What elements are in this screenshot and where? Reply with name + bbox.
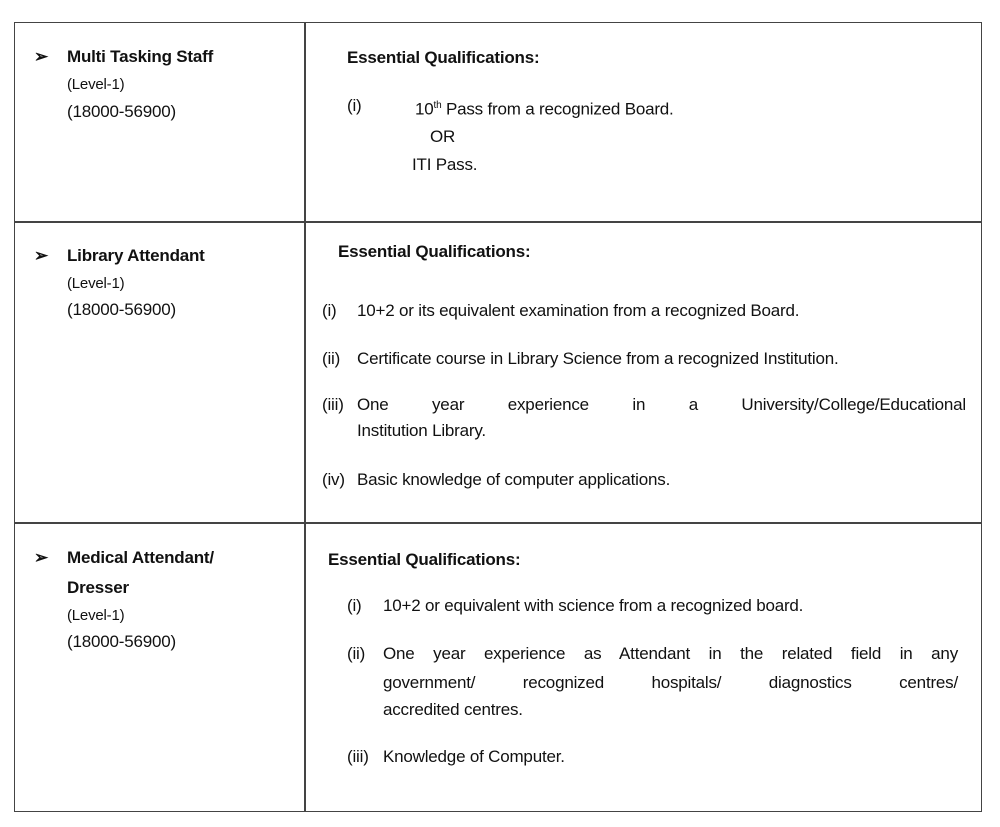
qualification-item: One year experience as Attendant in the … (383, 644, 958, 663)
or-text: OR (430, 127, 456, 146)
qualification-item-continued: government/ recognized hospitals/ diagno… (383, 673, 958, 692)
item-number: (iv) (322, 470, 345, 489)
post-level: (Level-1) (67, 76, 125, 93)
column-divider (304, 22, 306, 812)
item-number: (i) (347, 96, 362, 115)
item-number: (ii) (347, 644, 366, 663)
arrow-bullet-icon: ➢ (34, 47, 49, 66)
item-number: (iii) (322, 395, 344, 414)
qualifications-heading: Essential Qualifications: (347, 48, 540, 67)
alternative-qualification: ITI Pass. (412, 155, 478, 174)
qualification-item: Basic knowledge of computer applications… (357, 470, 671, 489)
pay-scale: (18000-56900) (67, 300, 176, 319)
pay-scale: (18000-56900) (67, 632, 176, 651)
row-divider (14, 221, 982, 223)
qualification-item: 10th Pass from a recognized Board. (415, 99, 674, 119)
qualification-item: 10+2 or equivalent with science from a r… (383, 596, 804, 615)
arrow-bullet-icon: ➢ (34, 548, 49, 567)
qualification-item-continued: accredited centres. (383, 700, 523, 719)
qualification-item: One year experience in a University/Coll… (357, 395, 966, 414)
item-number: (ii) (322, 349, 341, 368)
qualification-item: Certificate course in Library Science fr… (357, 349, 839, 368)
item-number: (iii) (347, 747, 369, 766)
qualification-table (14, 22, 982, 812)
qualification-item-continued: Institution Library. (357, 421, 486, 440)
arrow-bullet-icon: ➢ (34, 246, 49, 265)
item-number: (i) (322, 301, 337, 320)
qualification-item: 10+2 or its equivalent examination from … (357, 301, 800, 320)
qualification-item: Knowledge of Computer. (383, 747, 565, 766)
qualifications-heading: Essential Qualifications: (338, 242, 531, 261)
post-title: Multi Tasking Staff (67, 47, 214, 66)
qualifications-heading: Essential Qualifications: (328, 550, 521, 569)
post-level: (Level-1) (67, 275, 125, 292)
post-level: (Level-1) (67, 607, 125, 624)
post-title: Library Attendant (67, 246, 205, 265)
row-divider (14, 522, 982, 524)
post-title-continued: Dresser (67, 578, 129, 597)
item-number: (i) (347, 596, 362, 615)
post-title: Medical Attendant/ (67, 548, 214, 567)
pay-scale: (18000-56900) (67, 102, 176, 121)
